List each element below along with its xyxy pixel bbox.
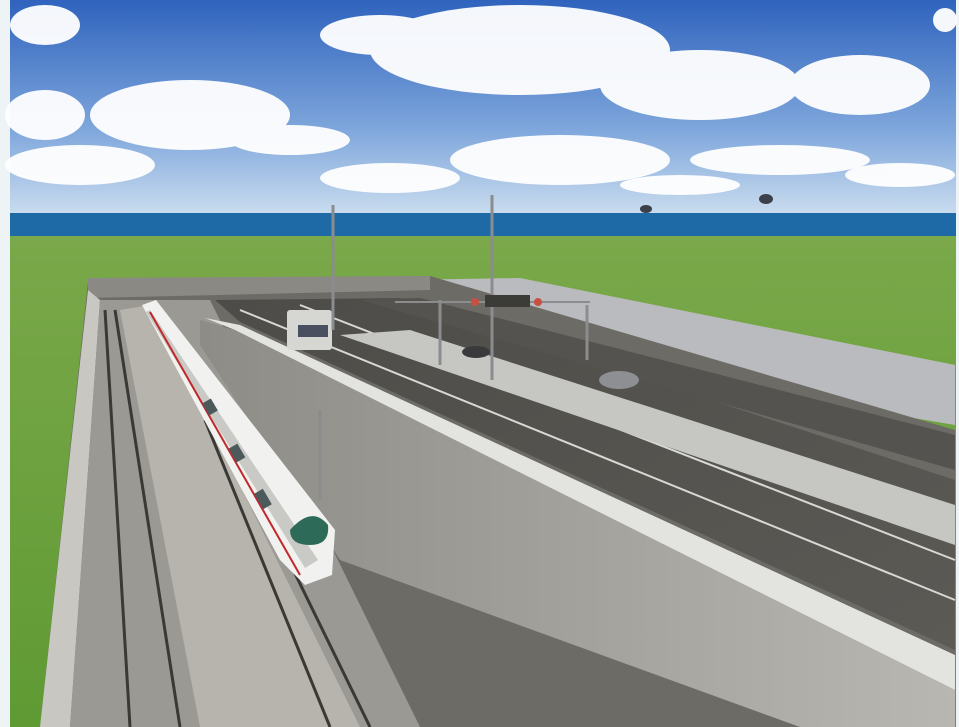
signal bbox=[471, 298, 479, 306]
island bbox=[759, 194, 773, 204]
car bbox=[599, 371, 639, 389]
car bbox=[462, 346, 490, 358]
left-wall bbox=[40, 290, 100, 727]
sea bbox=[10, 213, 956, 237]
road bbox=[215, 298, 955, 650]
road-far bbox=[360, 298, 955, 470]
platform bbox=[120, 305, 360, 727]
signal bbox=[534, 298, 542, 306]
train bbox=[142, 300, 335, 585]
overpass bbox=[88, 276, 430, 298]
poles bbox=[318, 195, 589, 500]
truck-windshield bbox=[298, 325, 328, 337]
road-sign bbox=[485, 295, 530, 307]
island bbox=[640, 205, 652, 213]
central-barrier bbox=[340, 330, 955, 545]
divider-wall bbox=[200, 320, 955, 727]
sky bbox=[5, 0, 957, 214]
